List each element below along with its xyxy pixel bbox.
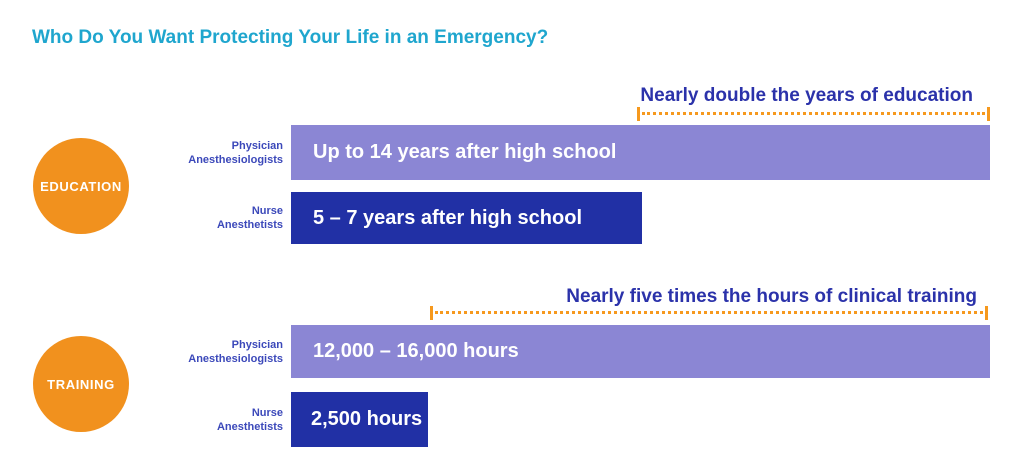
training-physician-label: Physician Anesthesiologists xyxy=(113,325,283,378)
education-nurse-bar-value: 5 – 7 years after high school xyxy=(313,206,582,229)
training-physician-bar-value: 12,000 – 16,000 hours xyxy=(313,340,519,362)
training-nurse-label-line2: Anesthetists xyxy=(216,420,283,433)
page-title: Who Do You Want Protecting Your Life in … xyxy=(32,27,549,48)
education-annotation: Nearly double the years of education xyxy=(640,85,973,106)
education-physician-bar: Up to 14 years after high school xyxy=(291,125,990,180)
training-annotation-range-line xyxy=(430,306,988,320)
education-nurse-label-line1: Nurse xyxy=(251,205,283,217)
education-physician-label-line2: Anesthesiologists xyxy=(188,153,283,166)
education-badge-circle: EDUCATION xyxy=(33,138,129,234)
education-badge-label: EDUCATION xyxy=(40,178,122,194)
training-badge-circle: TRAINING xyxy=(33,336,129,432)
education-annotation-range-line xyxy=(637,107,990,121)
training-physician-label-line2: Anesthesiologists xyxy=(188,352,283,365)
training-nurse-label: Nurse Anesthetists xyxy=(113,392,283,447)
education-nurse-label: Nurse Anesthetists xyxy=(113,192,283,244)
training-annotation: Nearly five times the hours of clinical … xyxy=(566,286,977,307)
training-physician-bar: 12,000 – 16,000 hours xyxy=(291,325,990,378)
training-physician-label-line1: Physician xyxy=(231,338,283,351)
education-physician-label-line1: Physician xyxy=(231,139,283,152)
training-badge-label: TRAINING xyxy=(47,376,115,392)
training-nurse-bar-value: 2,500 hours xyxy=(311,408,423,430)
education-nurse-bar: 5 – 7 years after high school xyxy=(291,192,642,244)
training-nurse-label-line1: Nurse xyxy=(251,406,283,419)
training-nurse-bar: 2,500 hours xyxy=(291,392,428,447)
education-nurse-label-line2: Anesthetists xyxy=(216,219,283,231)
education-physician-label: Physician Anesthesiologists xyxy=(113,125,283,180)
education-physician-bar-value: Up to 14 years after high school xyxy=(313,141,617,163)
